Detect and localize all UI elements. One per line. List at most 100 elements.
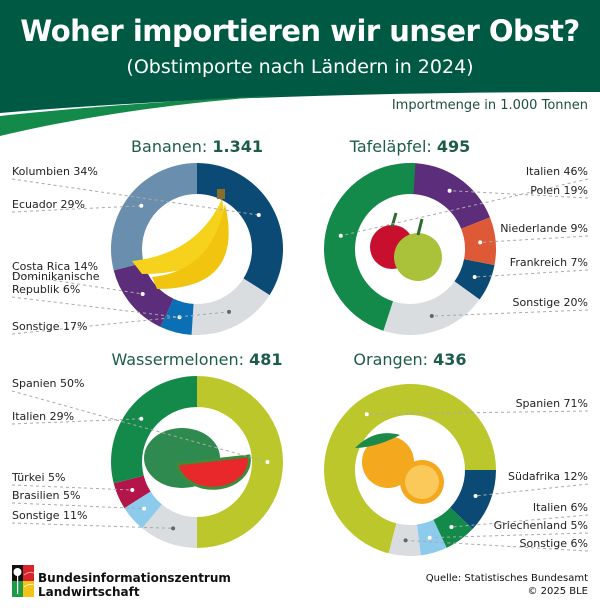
chart-title-bananen: Bananen: 1.341 [131, 137, 263, 156]
leader-line [340, 178, 589, 237]
slice-italien [111, 376, 197, 484]
source-note: Quelle: Statistisches Bundesamt © 2025 B… [426, 572, 588, 598]
slice-sonstige [142, 504, 197, 548]
leader-dot [449, 525, 454, 530]
slice-dominikanische-republik [160, 298, 194, 335]
slice-label: Spanien 50% [12, 377, 84, 390]
unit-label: Importmenge in 1.000 Tonnen [391, 98, 588, 113]
leader-dot [364, 412, 369, 417]
slice-label: Kolumbien 34% [12, 165, 98, 178]
slice-spanien [324, 383, 496, 554]
leader-dot [171, 526, 176, 531]
organization-name-line2: Landwirtschaft [38, 585, 140, 599]
leader-line [366, 410, 589, 415]
slice-label: Costa Rica 14% [12, 260, 98, 273]
slice-label: Ecuador 29% [12, 198, 85, 211]
leader-line [11, 522, 174, 529]
leader-line [449, 190, 589, 199]
leader-line [475, 483, 589, 497]
leader-line [429, 532, 589, 539]
donut-chart-orangen: Orangen: 436 Spanien 71% Südafrika 12% Ital… [324, 350, 589, 556]
leader-dot [429, 314, 434, 319]
leader-dot [473, 493, 478, 498]
slice-label: Spanien 71% [516, 397, 588, 410]
leader-dot [447, 188, 452, 193]
chart-title-label: Orangen: [353, 350, 433, 369]
chart-title-value: 481 [249, 350, 282, 369]
slice-spanien [197, 376, 283, 548]
chart-title-label: Bananen: [131, 137, 212, 156]
slice-label: Sonstige 17% [12, 320, 87, 333]
slice-label: Griechenland 5% [494, 519, 588, 532]
slice-frankreich [454, 259, 495, 300]
leader-line [11, 502, 145, 510]
source-text: Quelle: Statistisches Bundesamt [425, 573, 588, 584]
slice-ecuador [111, 163, 197, 271]
watermelon-icon [144, 428, 251, 490]
leader-line [11, 311, 230, 335]
slice-label: Südafrika 12% [508, 470, 588, 483]
apple-icon [370, 212, 442, 281]
slice-label: Polen 19% [530, 184, 588, 197]
chart-title-orangen: Orangen: 436 [353, 350, 466, 369]
leader-line [11, 273, 143, 295]
slice-label: Italien 46% [526, 165, 588, 178]
organization-name-line1: Bundesinformationszentrum [38, 571, 231, 585]
slice-label: Sonstige 6% [520, 537, 588, 550]
leader-dot [478, 240, 483, 245]
leader-line [11, 390, 268, 463]
leader-line [431, 309, 589, 317]
leader-dot [140, 291, 145, 296]
leader-dot [338, 233, 343, 238]
leader-dot [130, 487, 135, 492]
leader-line [480, 235, 589, 243]
slice-sonstige [191, 278, 270, 335]
slice-label: Frankreich 7% [510, 256, 588, 269]
slice-südafrika [450, 470, 496, 529]
leader-dot [403, 538, 408, 543]
chart-title-label: Wassermelonen: [111, 350, 249, 369]
leader-dot [139, 416, 144, 421]
slice-label: Niederlande 9% [500, 222, 588, 235]
slice-label: Dominikanische Republik 6% [12, 270, 100, 296]
slice-label: Sonstige 11% [12, 509, 87, 522]
chart-title-value: 495 [437, 137, 470, 156]
slice-sonstige [383, 281, 480, 336]
leader-line [11, 484, 133, 491]
leader-dot [427, 535, 432, 540]
header-band [0, 0, 600, 136]
header-swoosh [0, 94, 310, 136]
leader-dot [472, 274, 477, 279]
leader-line [11, 296, 180, 318]
banana-icon [132, 189, 229, 289]
leader-dot [256, 213, 261, 218]
slice-italien [324, 163, 416, 331]
leader-dot [265, 460, 270, 464]
leader-line [405, 539, 589, 552]
copyright-text: © 2025 BLE [527, 586, 588, 597]
slice-label: Italien 29% [12, 410, 74, 423]
donut-chart-wassermelonen: Wassermelonen: 481 Spanien 50% Italien 29%… [11, 350, 283, 548]
organization-name: Bundesinformationszentrum Landwirtschaft [38, 571, 231, 599]
chart-title-value: 436 [433, 350, 466, 369]
chart-title-value: 1.341 [212, 137, 263, 156]
leader-line [474, 269, 589, 278]
donut-chart-tafelaepfel: Tafeläpfel: 495 Italien 46% Polen 19% Niede… [324, 137, 589, 336]
slice-label: Türkei 5% [11, 471, 65, 484]
page-title: Woher importieren wir unser Obst? [20, 14, 580, 48]
slice-polen [410, 163, 490, 229]
chart-title-tafelaepfel: Tafeläpfel: 495 [349, 137, 471, 156]
donut-chart-bananen: Bananen: 1.341 Kolumbien 34% Ecuador 29% Co… [11, 137, 284, 335]
chart-title-wassermelonen: Wassermelonen: 481 [111, 350, 282, 369]
orange-icon [355, 433, 444, 504]
leader-dot [142, 506, 147, 511]
leader-dot [139, 203, 144, 208]
chart-title-label: Tafeläpfel: [349, 137, 437, 156]
slice-label: Brasilien 5% [12, 489, 80, 502]
ble-logo-icon [12, 565, 34, 597]
slice-label: Sonstige 20% [513, 296, 588, 309]
slice-label: Italien 6% [533, 501, 588, 514]
page-subtitle: (Obstimporte nach Ländern in 2024) [126, 56, 474, 78]
leader-dot [227, 309, 232, 314]
